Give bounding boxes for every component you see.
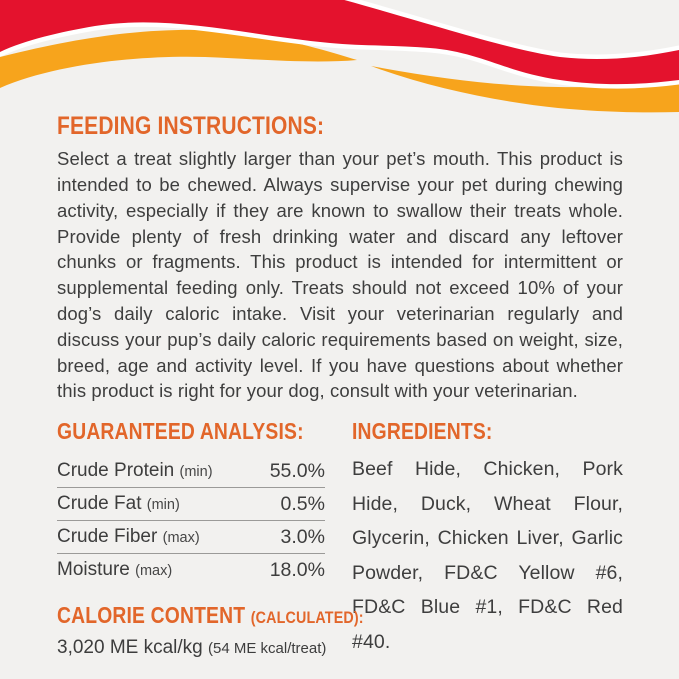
calorie-content-section: CALORIE CONTENT (CALCULATED): [57, 602, 364, 629]
nutrient-value: 0.5% [280, 492, 325, 515]
wave-orange-left [0, 29, 357, 88]
calorie-content-heading: CALORIE CONTENT [57, 602, 246, 629]
nutrient-label: Crude Protein [57, 460, 175, 482]
calorie-content-heading-qualifier: (CALCULATED): [250, 608, 364, 628]
nutrient-qualifier: (min) [146, 497, 180, 514]
guaranteed-analysis-table: Crude Protein (min) 55.0% Crude Fat (min… [57, 455, 325, 586]
nutrient-label: Crude Fat [57, 493, 142, 515]
nutrient-qualifier: (max) [135, 563, 173, 580]
calorie-value-qualifier: (54 ME kcal/treat) [208, 640, 327, 658]
calorie-content-value-line: 3,020 ME kcal/kg (54 ME kcal/treat) [57, 637, 327, 659]
feeding-instructions-heading: FEEDING INSTRUCTIONS: [57, 112, 325, 140]
nutrient-value: 18.0% [269, 558, 325, 581]
guaranteed-analysis-heading: GUARANTEED ANALYSIS: [57, 418, 304, 445]
label-content: FEEDING INSTRUCTIONS: Select a treat sli… [57, 113, 623, 659]
table-row: Crude Fat (min) 0.5% [57, 488, 325, 522]
guaranteed-analysis-section: GUARANTEED ANALYSIS: Crude Protein (min)… [57, 418, 364, 659]
table-row: Moisture (max) 18.0% [57, 554, 325, 586]
ingredients-heading: INGREDIENTS: [352, 418, 493, 445]
table-row: Crude Protein (min) 55.0% [57, 455, 325, 489]
nutrient-qualifier: (min) [179, 464, 213, 481]
nutrient-qualifier: (max) [162, 530, 200, 547]
ingredients-section: INGREDIENTS: Beef Hide, Chicken, Pork Hi… [352, 419, 623, 659]
nutrient-value: 55.0% [269, 459, 325, 482]
ingredients-text: Beef Hide, Chicken, Pork Hide, Duck, Whe… [352, 458, 623, 653]
nutrient-label: Moisture [57, 559, 130, 581]
wave-red [0, 0, 679, 89]
wave-orange-right [371, 66, 679, 113]
wave-graphic [0, 0, 679, 113]
calorie-value: 3,020 ME kcal/kg [57, 637, 203, 659]
nutrient-value: 3.0% [280, 525, 325, 548]
nutrient-label: Crude Fiber [57, 526, 158, 548]
feeding-instructions-text: Select a treat slightly larger than your… [57, 148, 623, 402]
table-row: Crude Fiber (max) 3.0% [57, 521, 325, 555]
lower-columns: GUARANTEED ANALYSIS: Crude Protein (min)… [57, 419, 623, 659]
